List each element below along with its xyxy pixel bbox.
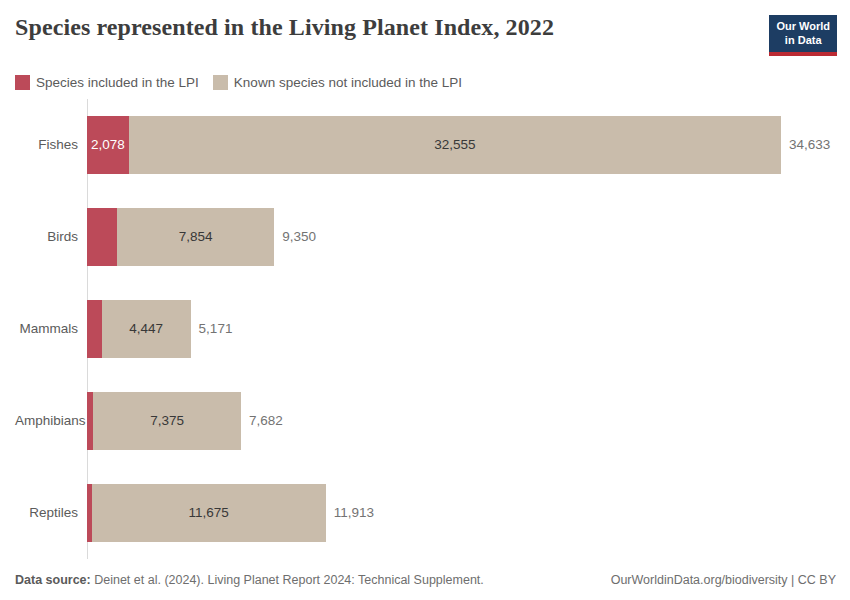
bar-segment-included-lpi[interactable] (87, 300, 102, 358)
legend-item-label: Species included in the LPI (36, 75, 199, 90)
bar-segment-included-lpi[interactable] (87, 208, 117, 266)
chart-rows: Fishes 2,078 32,555 34,633 Birds 7,854 9,350 Ma… (15, 99, 850, 559)
data-source-note: Data source: Deinet et al. (2024). Livin… (15, 573, 484, 587)
bar-track: 4,447 5,171 (87, 300, 232, 358)
category-label: Mammals (15, 321, 87, 336)
legend-item: Species included in the LPI (15, 75, 199, 90)
bar-segment-not-included[interactable]: 7,375 (93, 392, 241, 450)
header: Species represented in the Living Planet… (0, 0, 850, 56)
page-title: Species represented in the Living Planet… (15, 13, 554, 42)
bar-segment-not-included[interactable]: 7,854 (117, 208, 274, 266)
owid-logo[interactable]: Our World in Data (769, 15, 837, 56)
total-value-label: 9,350 (282, 229, 316, 244)
bar-track: 7,854 9,350 (87, 208, 316, 266)
attribution-link[interactable]: OurWorldinData.org/biodiversity | CC BY (611, 573, 836, 587)
data-source-text: Deinet et al. (2024). Living Planet Repo… (91, 573, 484, 587)
total-value-label: 5,171 (199, 321, 233, 336)
bar-segment-not-included[interactable]: 11,675 (92, 484, 326, 542)
segment-value-label: 11,675 (189, 505, 229, 520)
bar-segment-included-lpi[interactable]: 2,078 (87, 116, 129, 174)
chart-row: Fishes 2,078 32,555 34,633 (15, 99, 850, 191)
total-value-label: 34,633 (789, 137, 830, 152)
legend: Species included in the LPI Known species… (0, 56, 850, 90)
bar-track: 7,375 7,682 (87, 392, 283, 450)
category-label: Reptiles (15, 505, 87, 520)
category-label: Amphibians (15, 413, 87, 428)
owid-logo-line1: Our World (776, 20, 830, 34)
legend-swatch (15, 75, 30, 90)
footer: Data source: Deinet et al. (2024). Livin… (15, 573, 836, 587)
total-value-label: 7,682 (249, 413, 283, 428)
legend-item-label: Known species not included in the LPI (234, 75, 462, 90)
chart-row: Mammals 4,447 5,171 (15, 283, 850, 375)
bar-track: 11,675 11,913 (87, 484, 374, 542)
legend-swatch (213, 75, 228, 90)
chart-row: Reptiles 11,675 11,913 (15, 467, 850, 559)
chart-area: Fishes 2,078 32,555 34,633 Birds 7,854 9,350 Ma… (15, 99, 850, 559)
segment-value-label: 7,854 (179, 229, 213, 244)
chart-row: Birds 7,854 9,350 (15, 191, 850, 283)
owid-logo-line2: in Data (776, 34, 830, 48)
segment-value-label: 32,555 (434, 137, 475, 152)
total-value-label: 11,913 (334, 505, 374, 520)
legend-item: Known species not included in the LPI (213, 75, 462, 90)
segment-value-label: 2,078 (91, 137, 125, 152)
category-label: Fishes (15, 137, 87, 152)
segment-value-label: 4,447 (129, 321, 163, 336)
segment-value-label: 7,375 (150, 413, 184, 428)
chart-row: Amphibians 7,375 7,682 (15, 375, 850, 467)
bar-segment-not-included[interactable]: 4,447 (102, 300, 191, 358)
data-source-prefix: Data source: (15, 573, 91, 587)
bar-segment-not-included[interactable]: 32,555 (129, 116, 781, 174)
category-label: Birds (15, 229, 87, 244)
bar-track: 2,078 32,555 34,633 (87, 116, 830, 174)
